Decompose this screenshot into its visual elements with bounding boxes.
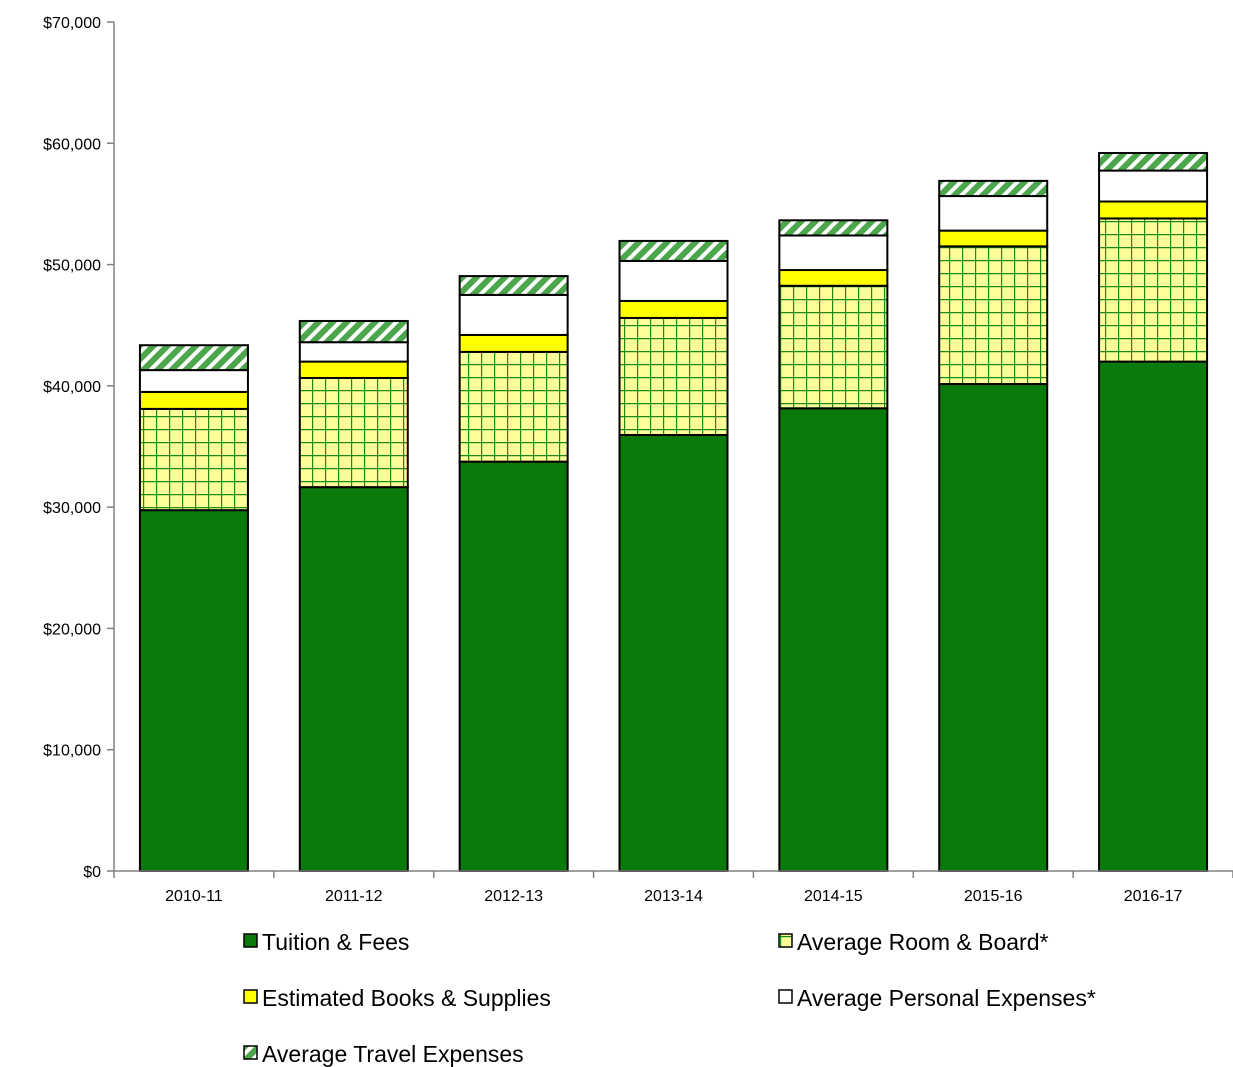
bar-segment-2015-16-series-0 — [938, 383, 1049, 872]
bar-segment-2011-12-series-0 — [298, 486, 409, 872]
legend-label: Estimated Books & Supplies — [262, 985, 551, 1011]
legend-item: Tuition & Fees — [243, 929, 409, 955]
legend-item: Estimated Books & Supplies — [243, 985, 551, 1011]
bar-segment-2016-17-series-0 — [1098, 360, 1209, 872]
legend-swatch — [243, 933, 258, 948]
x-tick-label: 2011-12 — [325, 888, 383, 905]
bar-segment-2016-17-series-4 — [1098, 151, 1209, 172]
bar-segment-2012-13-series-1 — [458, 350, 569, 463]
y-tick-label: $40,000 — [43, 379, 101, 396]
bar-segment-2011-12-series-4 — [298, 319, 409, 344]
legend-swatch — [778, 933, 793, 948]
legend-item: Average Travel Expenses — [243, 1041, 524, 1067]
bar-segment-2015-16-series-4 — [938, 179, 1049, 198]
bar-segment-2010-11-series-2 — [138, 390, 249, 410]
bars-layer — [138, 151, 1209, 872]
bar-segment-2011-12-series-1 — [298, 376, 409, 489]
bar-segment-2016-17-series-1 — [1098, 217, 1209, 363]
bar-segment-2015-16-series-1 — [938, 245, 1049, 386]
legend-label: Average Room & Board* — [797, 929, 1048, 955]
bar-segment-2013-14-series-2 — [618, 299, 729, 319]
bar-segment-2015-16-series-2 — [938, 229, 1049, 248]
bar-segment-2012-13-series-4 — [458, 275, 569, 296]
bar-segment-2014-15-series-0 — [778, 407, 889, 872]
x-tick-label: 2012-13 — [484, 888, 543, 905]
bar-segment-2012-13-series-2 — [458, 333, 569, 353]
bar-segment-2011-12-series-3 — [298, 341, 409, 363]
y-tick-label: $50,000 — [43, 258, 101, 275]
bar-segment-2013-14-series-1 — [618, 316, 729, 436]
bar-segment-2014-15-series-4 — [778, 219, 889, 237]
y-tick-label: $70,000 — [43, 15, 101, 32]
legend-item: Average Room & Board* — [778, 929, 1048, 955]
legend-swatch — [243, 989, 258, 1004]
bar-segment-2013-14-series-0 — [618, 433, 729, 872]
bar-segment-2016-17-series-2 — [1098, 200, 1209, 220]
legend-label: Tuition & Fees — [262, 929, 409, 955]
x-tick-label: 2015-16 — [964, 888, 1023, 905]
axes-layer: $0 $10,000 $20,000 $30,000 $40,000 $50,000 $60… — [43, 15, 1233, 905]
legend-swatch — [778, 989, 793, 1004]
bar-segment-2013-14-series-4 — [618, 239, 729, 262]
bar-segment-2014-15-series-1 — [778, 284, 889, 410]
bar-segment-2011-12-series-2 — [298, 360, 409, 379]
legend-label: Average Travel Expenses — [262, 1041, 524, 1067]
legend-label: Average Personal Expenses* — [797, 985, 1096, 1011]
bar-segment-2014-15-series-2 — [778, 269, 889, 287]
bar-segment-2013-14-series-3 — [618, 259, 729, 302]
bar-segment-2010-11-series-3 — [138, 369, 249, 393]
y-tick-label: $0 — [83, 864, 101, 881]
x-tick-label: 2016-17 — [1124, 888, 1183, 905]
bar-segment-2015-16-series-3 — [938, 195, 1049, 232]
legend-swatch — [243, 1045, 258, 1060]
legend: Tuition & Fees Average Room & Board* Estim… — [243, 929, 1096, 1067]
bar-segment-2012-13-series-3 — [458, 293, 569, 336]
y-tick-label: $20,000 — [43, 621, 101, 638]
x-tick-label: 2010-11 — [165, 888, 223, 905]
y-tick-label: $60,000 — [43, 136, 101, 153]
x-tick-label: 2014-15 — [804, 888, 863, 905]
x-tick-label: 2013-14 — [644, 888, 703, 905]
bar-segment-2016-17-series-3 — [1098, 169, 1209, 203]
legend-item: Average Personal Expenses* — [778, 985, 1096, 1011]
bar-segment-2014-15-series-3 — [778, 234, 889, 272]
bar-segment-2012-13-series-0 — [458, 460, 569, 872]
bar-segment-2010-11-series-4 — [138, 344, 249, 372]
bar-segment-2010-11-series-0 — [138, 509, 249, 872]
y-tick-label: $30,000 — [43, 500, 101, 517]
y-tick-label: $10,000 — [43, 743, 101, 760]
bar-segment-2010-11-series-1 — [138, 407, 249, 512]
